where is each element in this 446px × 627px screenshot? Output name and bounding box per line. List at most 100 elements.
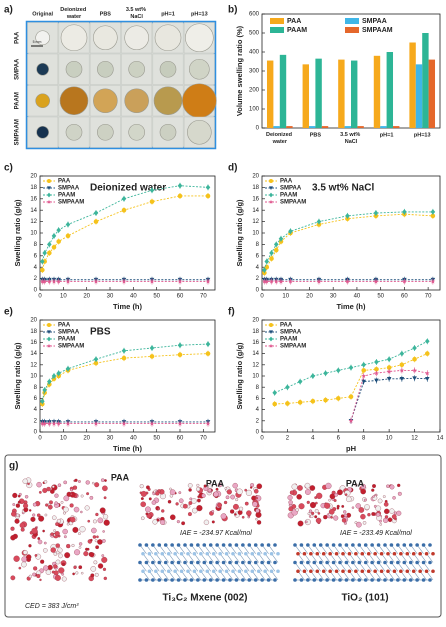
bond [271,553,279,563]
column-header: PBS [100,11,112,17]
atom [186,569,190,574]
atom [97,517,104,524]
atom [183,543,187,547]
atom [138,543,142,547]
y-tick-label: 14 [252,351,259,357]
atom [330,516,333,519]
y-tick-label: 12 [252,219,259,225]
data-point [412,367,417,373]
data-point [205,193,211,199]
bond [264,553,272,563]
atom [104,479,107,482]
data-point [47,250,52,256]
atom [234,543,239,547]
atom [344,493,348,496]
atom [36,481,42,488]
atom [347,551,352,556]
data-point [42,278,48,284]
bond [365,562,373,572]
bond [191,544,199,554]
y-tick-label: 20 [252,318,259,324]
atom [392,569,397,574]
atom [377,498,383,504]
bond [342,571,350,581]
data-point [316,218,322,225]
atom [341,518,347,523]
series-line [41,343,209,402]
bond [194,553,202,563]
bond [184,544,192,554]
atom [151,543,155,547]
x-tick-label: 60 [401,294,408,300]
atom [260,543,264,547]
atom [203,484,207,488]
atom [83,551,89,557]
atom [188,501,193,505]
bond [181,571,189,581]
bond [359,562,366,572]
atom [28,509,32,512]
bar [422,33,429,128]
atom [54,531,60,537]
atom [408,560,413,565]
atom [12,503,16,506]
y-tick-label: 12 [30,219,37,225]
series-line [263,211,433,271]
row-label: SMPAAM [15,119,21,145]
bar [380,126,387,128]
atom [157,560,162,565]
legend-swatch [270,27,284,33]
atom [338,578,342,582]
hydrogel-sample [35,93,50,109]
atom [73,506,80,513]
data-point [149,199,155,204]
atom [241,560,245,565]
data-point [51,278,57,284]
x-tick-label: 40 [130,436,137,442]
bond [219,553,227,563]
atom [299,543,304,547]
atom [61,562,66,567]
atom [70,493,73,496]
bond [187,553,195,563]
y-tick-label: 20 [30,174,37,180]
atom [250,483,255,488]
bond [314,544,321,554]
y-tick-label: 6 [256,396,260,402]
atom [402,560,407,565]
atom [293,543,297,547]
atom [357,560,362,565]
bond [239,553,247,563]
atom [208,578,213,582]
atom [316,492,323,499]
atom [53,570,59,576]
legend-marker [47,330,51,334]
x-tick-label: pH=13 [414,132,431,138]
atom [367,513,371,517]
data-point [93,356,99,362]
data-point [93,278,99,284]
atom [10,526,15,531]
atom [325,578,329,582]
atom [253,578,258,582]
data-point [361,362,367,368]
data-point [374,359,379,365]
atom [229,509,235,514]
data-point [51,244,57,250]
x-axis-label: pH [346,444,356,453]
atom [396,510,402,516]
atom [373,569,377,574]
energy-label: IAE = -233.49 Kcal/mol [340,530,412,537]
legend-marker [47,179,51,183]
atom [17,500,21,504]
data-point [205,341,211,347]
atom [234,578,239,582]
atom [138,560,142,565]
atom [176,543,181,547]
bond [391,544,399,554]
atom [363,498,367,502]
data-point [56,239,61,244]
atom [253,488,259,494]
bar [344,126,351,128]
atom [56,518,62,524]
